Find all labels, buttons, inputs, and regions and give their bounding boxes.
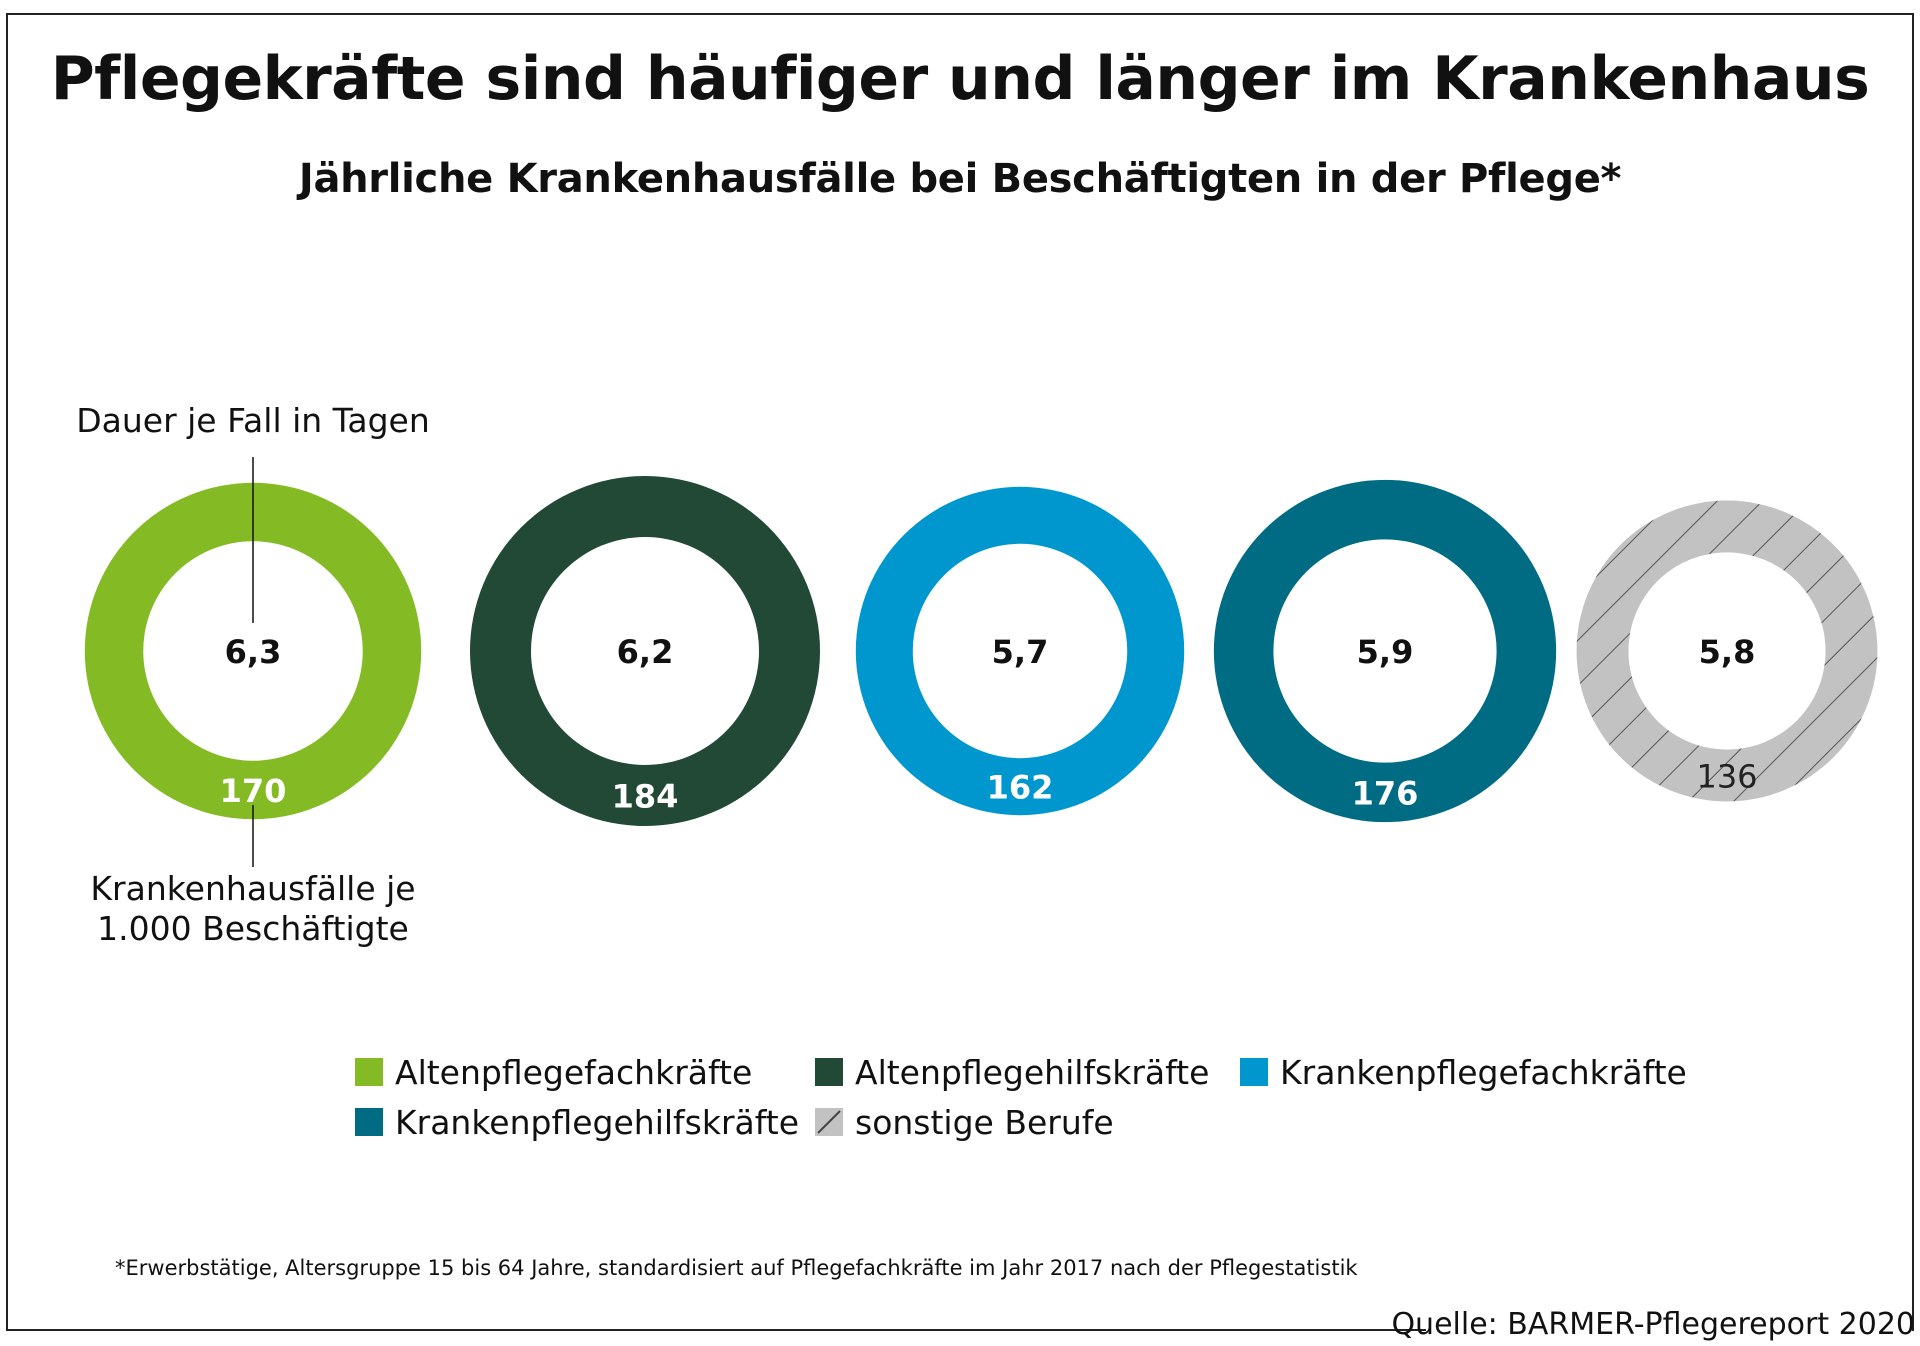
- footnote: *Erwerbstätige, Altersgruppe 15 bis 64 J…: [115, 1256, 1358, 1280]
- donut-4: 5,9 176: [1213, 479, 1557, 823]
- dauer-value-label: 5,8: [1699, 633, 1756, 671]
- legend-swatch: [815, 1108, 843, 1136]
- legend-item: Altenpflegefachkräfte: [355, 1053, 815, 1092]
- donut-hole: [1628, 552, 1826, 750]
- donut-1: 6,3 170: [84, 482, 422, 820]
- inner-value-label: Dauer je Fall in Tagen: [76, 401, 430, 440]
- donut-hole: [912, 543, 1128, 759]
- faelle-value-label: 162: [987, 769, 1054, 807]
- donut-hole: [531, 537, 759, 765]
- legend-item: Altenpflegehilfskräfte: [815, 1053, 1240, 1092]
- legend-label: Altenpflegefachkräfte: [395, 1052, 753, 1092]
- source-note: Quelle: BARMER-Pflegereport 2020: [1391, 1307, 1915, 1342]
- dauer-value-label: 6,3: [225, 633, 282, 671]
- legend-row: Altenpflegefachkräfte Altenpflegehilfskrä…: [355, 1047, 1705, 1097]
- dauer-value-label: 6,2: [617, 633, 674, 671]
- legend-row: Krankenpflegehilfskräfte sonstige Berufe: [355, 1097, 1705, 1147]
- legend-swatch: [355, 1108, 383, 1136]
- faelle-value-label: 170: [220, 772, 287, 810]
- chart-title: Pflegekräfte sind häufiger und länger im…: [50, 44, 1870, 114]
- legend-item: Krankenpflegehilfskräfte: [355, 1103, 815, 1142]
- faelle-value-label: 176: [1352, 774, 1419, 812]
- donut-2: 6,2 184: [470, 476, 820, 826]
- legend-label: Krankenpflegefachkräfte: [1280, 1052, 1687, 1092]
- outer-value-label-line2: 1.000 Beschäftigte: [97, 909, 409, 948]
- legend-swatch: [815, 1058, 843, 1086]
- dauer-value-label: 5,9: [1357, 633, 1414, 671]
- legend: Altenpflegefachkräfte Altenpflegehilfskrä…: [355, 1047, 1705, 1147]
- chart-frame: [6, 13, 1914, 1331]
- legend-label: Altenpflegehilfskräfte: [855, 1052, 1210, 1092]
- faelle-value-label: 136: [1696, 758, 1757, 796]
- legend-label: sonstige Berufe: [855, 1102, 1114, 1142]
- donut-hole: [1273, 539, 1497, 763]
- legend-label: Krankenpflegehilfskräfte: [395, 1102, 800, 1142]
- chart-subtitle: Jährliche Krankenhausfälle bei Beschäfti…: [298, 156, 1622, 202]
- donut-5: 5,8 136: [1576, 500, 1878, 802]
- dauer-value-label: 5,7: [992, 633, 1049, 671]
- legend-swatch: [1240, 1058, 1268, 1086]
- outer-value-label-line1: Krankenhausfälle je: [90, 869, 415, 908]
- legend-item: sonstige Berufe: [815, 1103, 1240, 1142]
- legend-item: Krankenpflegefachkräfte: [1240, 1053, 1690, 1092]
- faelle-value-label: 184: [612, 778, 679, 816]
- donut-3: 5,7 162: [855, 486, 1185, 816]
- donut-hole: [143, 541, 363, 761]
- bottom-rule: [6, 1329, 1426, 1331]
- legend-swatch: [355, 1058, 383, 1086]
